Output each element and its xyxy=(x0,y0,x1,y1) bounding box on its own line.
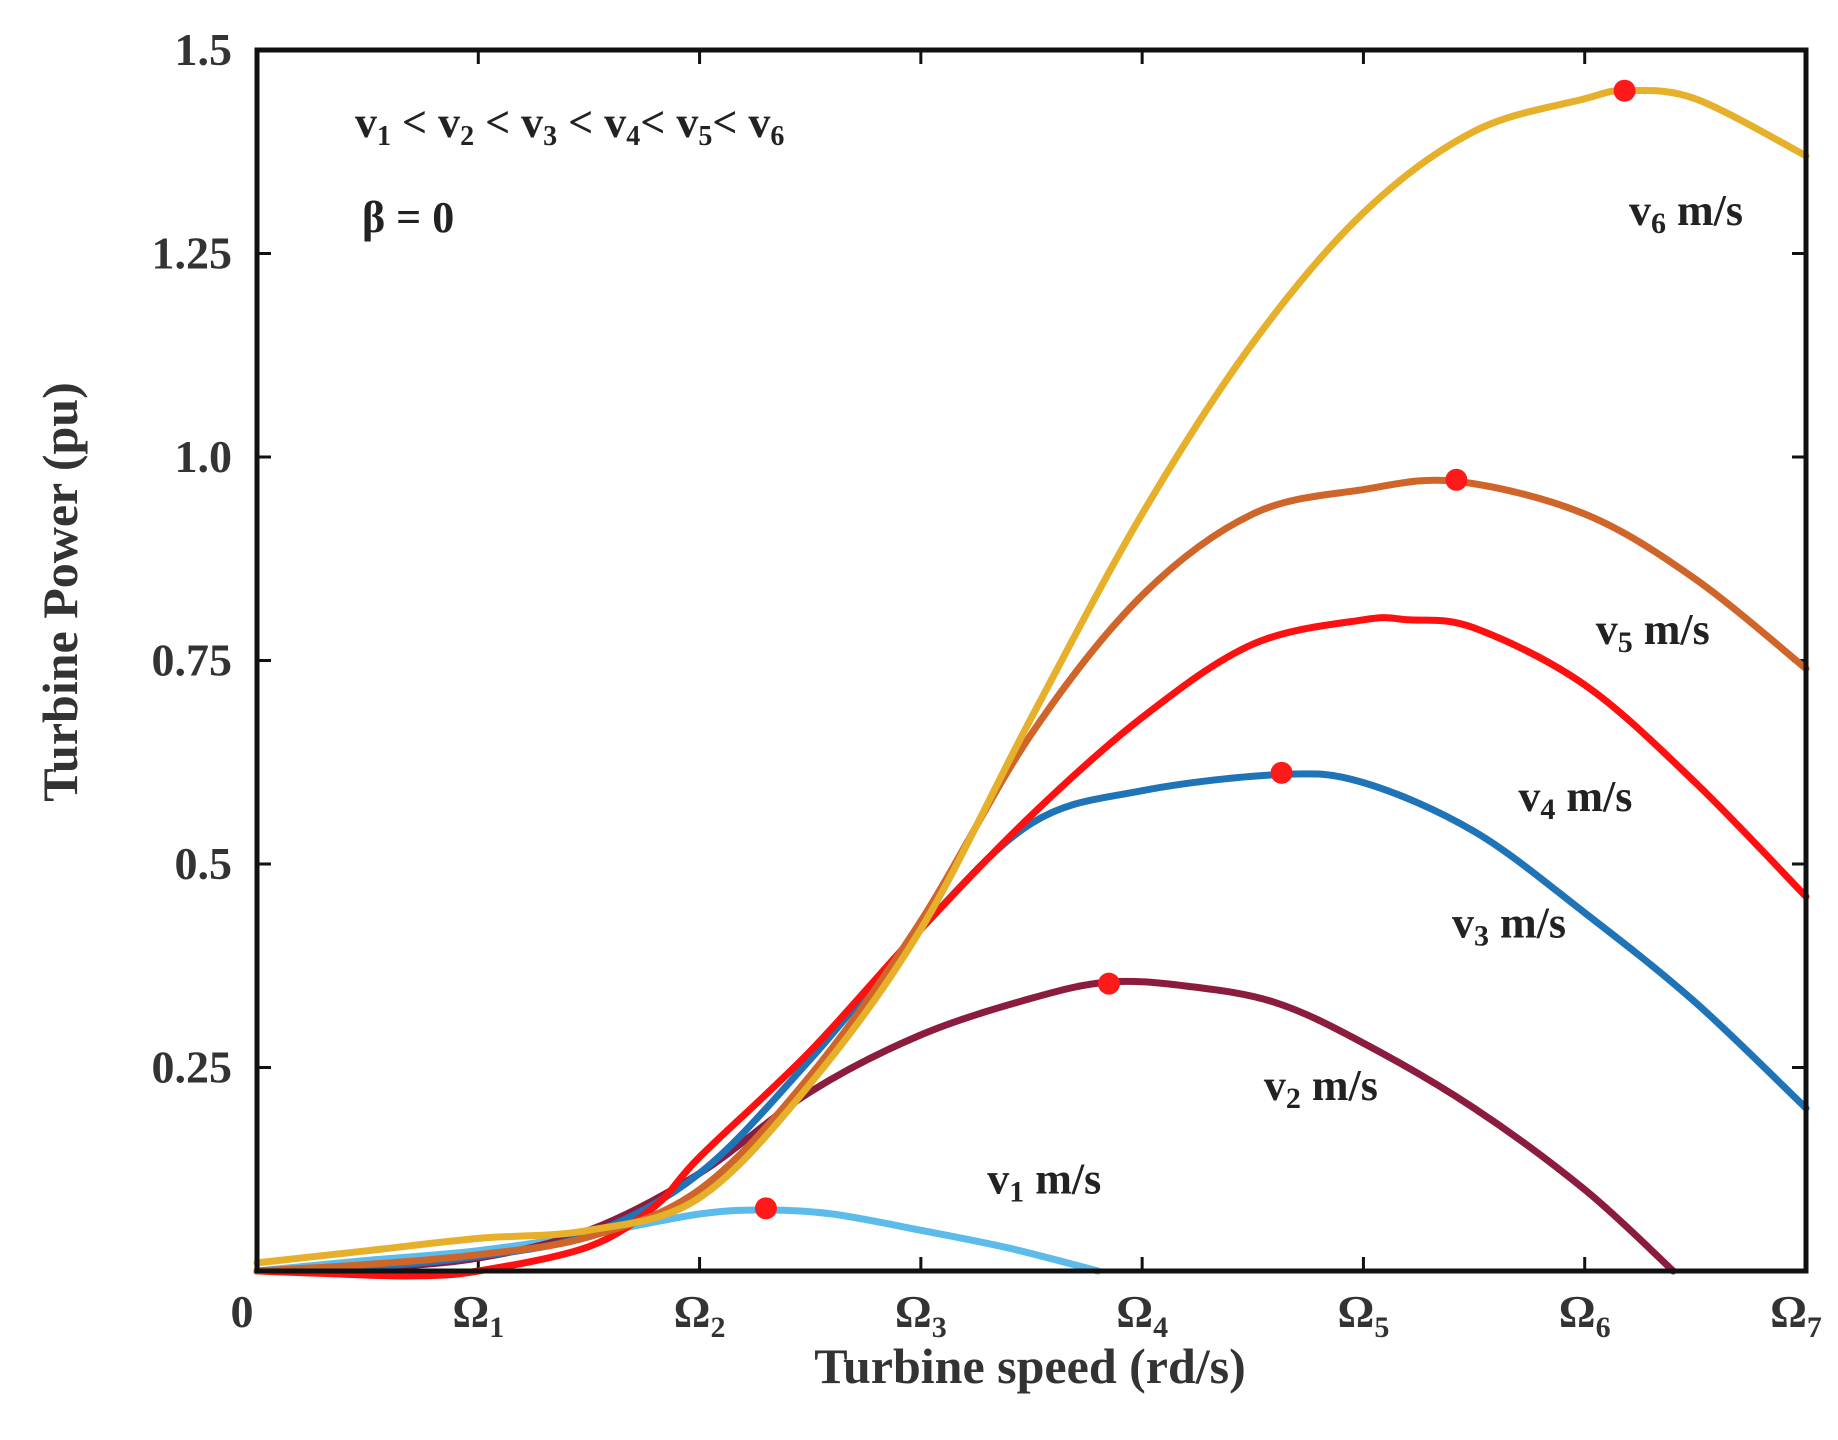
curve-v1 xyxy=(253,1206,1102,1275)
plot-frame xyxy=(254,47,1809,1274)
series-labels: v1 m/s v2 m/s v3 m/s v4 m/s v5 m/s v6 m/s xyxy=(987,186,1743,1209)
x-tick-label: Ω1 xyxy=(452,1286,504,1344)
series-curves xyxy=(253,86,1810,1280)
x-tick-label: Ω2 xyxy=(674,1286,726,1344)
curve-v6 xyxy=(253,86,1810,1267)
peak-marker-v5 xyxy=(1445,468,1468,491)
y-tick-label: 0.75 xyxy=(152,635,233,686)
x-tick-label: Ω4 xyxy=(1116,1286,1168,1344)
x-tick-label: Ω7 xyxy=(1770,1286,1822,1344)
x-tick-labels: 0 Ω1 Ω2 Ω3 Ω4 Ω5 Ω6 Ω7 xyxy=(231,1286,1822,1344)
peak-marker-v2 xyxy=(1097,972,1120,995)
peak-marker-v3 xyxy=(1270,761,1293,784)
y-axis-title: Turbine Power (pu) xyxy=(32,382,88,802)
series-label-v6: v6 m/s xyxy=(1629,186,1743,240)
y-tick-label: 0.5 xyxy=(175,838,233,889)
y-tick-label: 1.25 xyxy=(152,228,233,279)
y-tick-label: 0.25 xyxy=(152,1042,233,1093)
series-label-v4: v4 m/s xyxy=(1518,772,1632,826)
peak-marker-v1 xyxy=(754,1197,777,1220)
peak-marker-v6 xyxy=(1613,79,1636,102)
x-tick-label: 0 xyxy=(231,1286,254,1337)
curve-v4 xyxy=(253,614,1810,1280)
series-label-v2: v2 m/s xyxy=(1264,1061,1378,1115)
series-label-v1: v1 m/s xyxy=(987,1155,1101,1209)
x-tick-label: Ω6 xyxy=(1559,1286,1611,1344)
axis-ticks xyxy=(257,48,1806,1271)
curve-v5 xyxy=(253,476,1810,1275)
peak-markers xyxy=(754,79,1636,1220)
series-label-v3: v3 m/s xyxy=(1452,898,1566,952)
y-tick-label: 1.5 xyxy=(175,24,233,75)
series-label-v5: v5 m/s xyxy=(1596,605,1710,659)
curve-v2 xyxy=(253,977,1677,1275)
speed-inequality-annotation: v1 < v2 < v3 < v4< v5< v6 xyxy=(355,98,784,152)
x-tick-label: Ω5 xyxy=(1338,1286,1390,1344)
y-tick-labels: 0.25 0.5 0.75 1.0 1.25 1.5 xyxy=(152,24,233,1093)
x-tick-label: Ω3 xyxy=(895,1286,947,1344)
beta-annotation: β = 0 xyxy=(362,193,454,242)
y-tick-label: 1.0 xyxy=(175,431,233,482)
x-axis-title: Turbine speed (rd/s) xyxy=(814,1338,1246,1394)
